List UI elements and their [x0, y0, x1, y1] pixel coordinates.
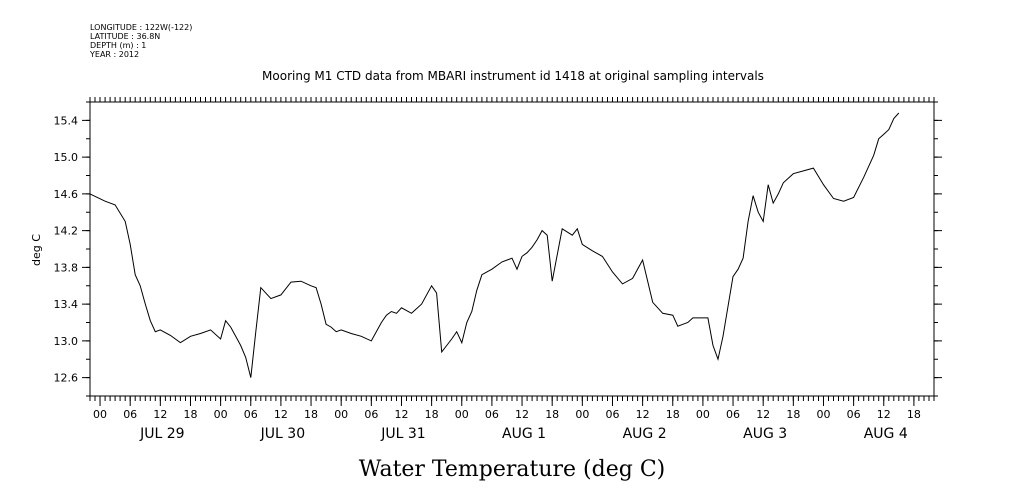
x-day-label: AUG 3 — [743, 426, 787, 442]
y-tick-label: 13.0 — [54, 335, 79, 348]
x-tick-label: 06 — [605, 408, 619, 421]
x-tick-label: 06 — [726, 408, 740, 421]
x-tick-label: 00 — [575, 408, 589, 421]
x-tick-label: 06 — [123, 408, 137, 421]
x-tick-label: 12 — [274, 408, 288, 421]
x-tick-label: 12 — [636, 408, 650, 421]
x-tick-label: 00 — [214, 408, 228, 421]
y-tick-label: 13.4 — [54, 298, 79, 311]
x-day-label: JUL 30 — [260, 426, 305, 442]
y-tick-label: 13.8 — [54, 261, 79, 274]
x-tick-label: 00 — [816, 408, 830, 421]
x-tick-label: 12 — [515, 408, 529, 421]
x-tick-label: 18 — [666, 408, 680, 421]
x-day-label: AUG 1 — [502, 426, 546, 442]
y-tick-label: 12.6 — [54, 372, 79, 385]
y-tick-label: 15.0 — [54, 151, 79, 164]
x-tick-label: 06 — [485, 408, 499, 421]
x-day-label: AUG 4 — [864, 426, 908, 442]
year-label: YEAR : 2012 — [89, 50, 139, 59]
x-tick-label: 18 — [304, 408, 318, 421]
x-tick-label: 12 — [877, 408, 891, 421]
x-tick-label: 00 — [455, 408, 469, 421]
x-axis: 00 06 12 18 00 06 12 18 00 06 12 18 00 06 12 18 00 06 12 18… — [93, 396, 921, 442]
minor-tick-marks — [89, 97, 935, 401]
longitude-label: LONGITUDE : 122W(-122) — [90, 23, 192, 32]
x-tick-label: 18 — [545, 408, 559, 421]
depth-label: DEPTH (m) : 1 — [90, 41, 146, 50]
y-tick-label: 14.6 — [54, 188, 79, 201]
x-tick-label: 12 — [394, 408, 408, 421]
x-axis-title: Water Temperature (deg C) — [359, 457, 666, 482]
x-tick-label: 12 — [153, 408, 167, 421]
hourly-minor-ticks — [89, 97, 935, 401]
x-tick-label: 06 — [364, 408, 378, 421]
y-tick-label: 14.2 — [54, 225, 79, 238]
temperature-series-line — [89, 112, 900, 378]
x-tick-label: 06 — [847, 408, 861, 421]
series-layer — [89, 112, 900, 378]
x-tick-label: 18 — [786, 408, 800, 421]
y-tick-label: 15.4 — [54, 114, 79, 127]
plot-frame — [89, 101, 935, 397]
chart-title: Mooring M1 CTD data from MBARI instrumen… — [262, 69, 764, 83]
latitude-label: LATITUDE : 36.8N — [90, 32, 160, 41]
x-tick-label: 18 — [907, 408, 921, 421]
y-axis-label: deg C — [30, 234, 43, 266]
x-day-label: AUG 2 — [623, 426, 667, 442]
x-day-label: JUL 31 — [380, 426, 425, 442]
x-tick-label: 00 — [334, 408, 348, 421]
y-axis: 12.6 13.0 13.4 13.8 14.2 14.6 15.0 15.4 — [54, 101, 942, 397]
x-tick-label: 00 — [696, 408, 710, 421]
x-tick-label: 06 — [244, 408, 258, 421]
x-tick-label: 18 — [183, 408, 197, 421]
x-day-label: JUL 29 — [139, 426, 184, 442]
x-tick-label: 12 — [756, 408, 770, 421]
x-tick-label: 00 — [93, 408, 107, 421]
x-tick-label: 18 — [425, 408, 439, 421]
